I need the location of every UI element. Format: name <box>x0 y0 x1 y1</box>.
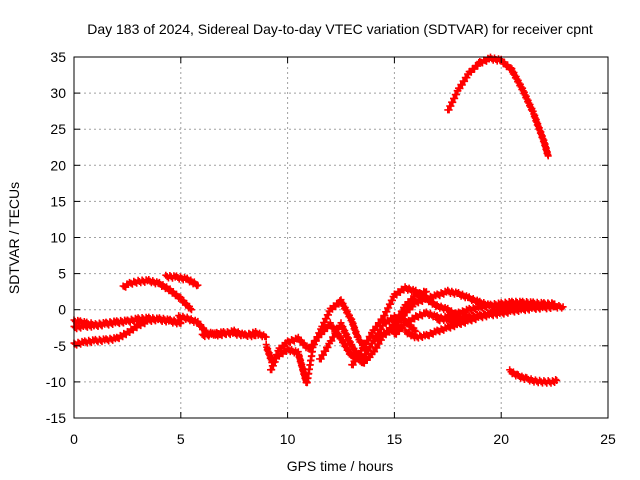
x-axis-label: GPS time / hours <box>287 458 394 474</box>
x-tick-label: 10 <box>280 431 296 447</box>
series-trace-17 <box>506 366 561 387</box>
series-trace-9 <box>267 296 371 387</box>
series-plus-markers <box>401 302 559 342</box>
series-plus-markers <box>506 366 561 387</box>
y-tick-label: 15 <box>50 193 66 209</box>
x-tick-label: 5 <box>177 431 185 447</box>
x-tick-label: 0 <box>70 431 78 447</box>
y-tick-label: 20 <box>50 157 66 173</box>
series-trace-15 <box>433 297 559 325</box>
y-tick-label: 0 <box>58 302 66 318</box>
marks-layer <box>70 53 567 387</box>
y-tick-label: 10 <box>50 230 66 246</box>
y-tick-label: -15 <box>46 410 66 426</box>
y-tick-label: 5 <box>58 266 66 282</box>
y-tick-label: 30 <box>50 85 66 101</box>
x-tick-label: 25 <box>600 431 616 447</box>
series-trace-16 <box>444 53 552 160</box>
chart-title: Day 183 of 2024, Sidereal Day-to-day VTE… <box>87 21 593 37</box>
y-tick-label: -10 <box>46 374 66 390</box>
series-plus-markers <box>162 271 202 290</box>
series-plus-markers <box>444 53 552 160</box>
ticks-layer: 0 5 10 15 20 25 -15 -10 -5 0 5 10 15 20 25 30 35 <box>46 49 616 447</box>
y-tick-label: 25 <box>50 121 66 137</box>
y-tick-label: -5 <box>54 338 67 354</box>
series-plus-markers <box>433 297 559 325</box>
series-trace-4 <box>119 276 195 314</box>
series-plus-markers <box>119 276 195 314</box>
y-axis-label: SDTVAR / TECUs <box>6 182 22 294</box>
series-trace-5 <box>162 271 202 290</box>
x-tick-label: 20 <box>493 431 509 447</box>
grid-layer <box>74 57 608 418</box>
series-plus-markers <box>267 296 371 387</box>
series-trace-7 <box>198 328 260 341</box>
series-plus-markers <box>198 328 260 341</box>
y-tick-label: 35 <box>50 49 66 65</box>
x-tick-label: 15 <box>387 431 403 447</box>
series-trace-14 <box>401 302 559 342</box>
